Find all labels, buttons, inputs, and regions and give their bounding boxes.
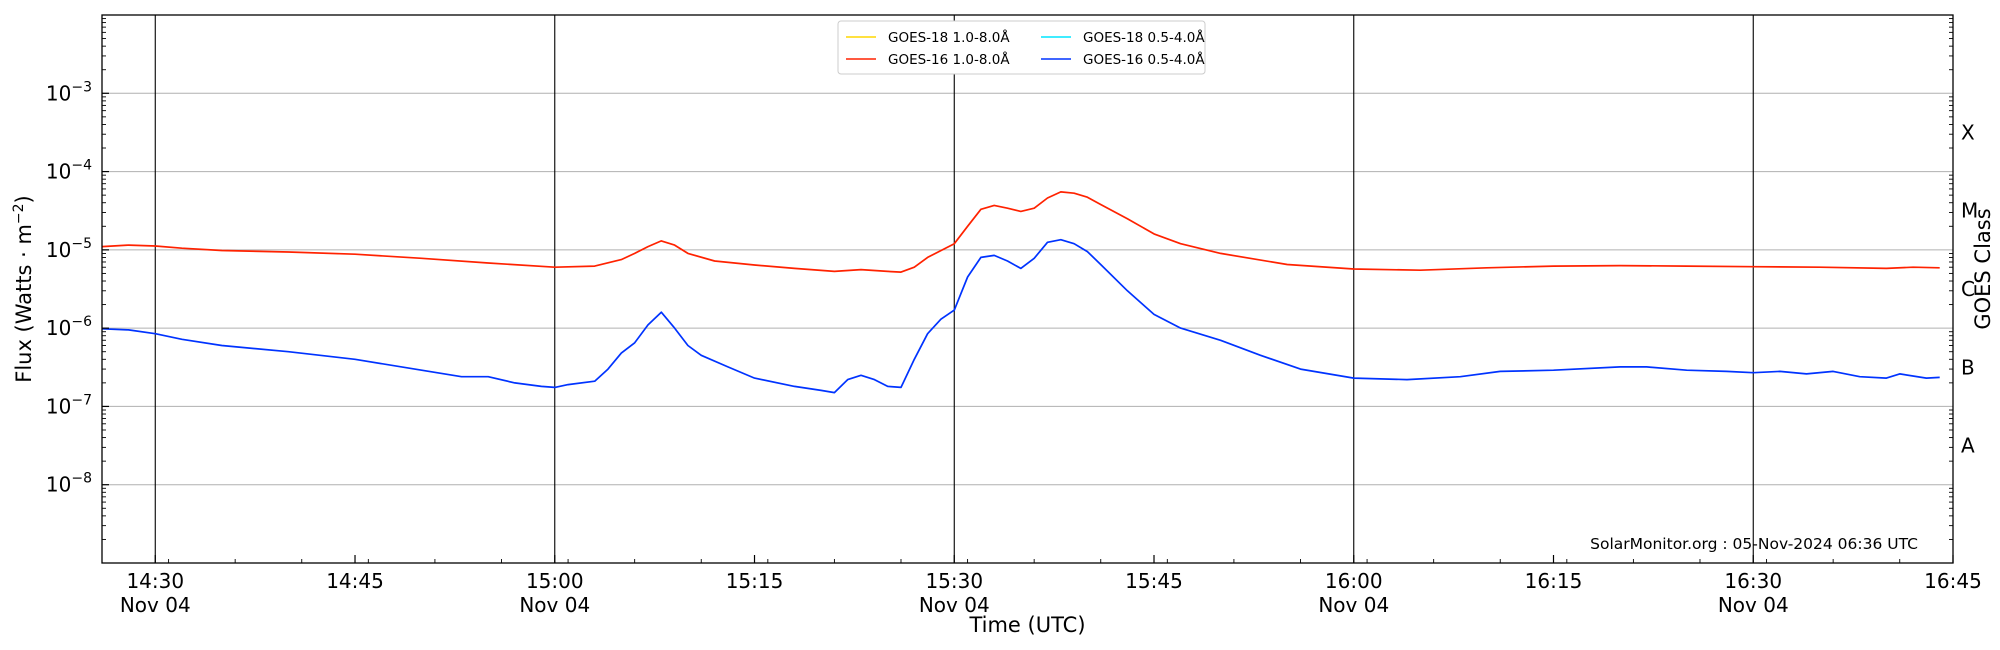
series-line-goes-16-0-5-4-0- [101, 238, 1940, 394]
x-tick-label: 14:45 [326, 569, 384, 593]
x-tick-date-label: Nov 04 [1318, 593, 1389, 617]
legend-label: GOES-18 0.5-4.0Å [1083, 29, 1205, 46]
goes-class-m: M [1961, 199, 1978, 223]
x-tick-label: 15:00 [526, 569, 584, 593]
y-tick-base: 10 [46, 238, 71, 262]
y-tick-exponent: −3 [71, 79, 92, 95]
x-tick-date-label: Nov 04 [1718, 593, 1789, 617]
grid-lines [102, 92, 1953, 486]
goes-class-b: B [1961, 355, 1975, 379]
chart-legend: GOES-18 1.0-8.0Å GOES-16 1.0-8.0Å GOES-18 … [837, 20, 1206, 75]
y-axis-title-main: Flux (Watts · m [12, 224, 36, 383]
y-tick-base: 10 [46, 316, 71, 340]
x-tick-label: 16:15 [1525, 569, 1583, 593]
y-axis-title-end: ) [12, 195, 36, 203]
y-axis-title-exponent: −2 [11, 203, 27, 224]
y-axis-ticks: 10−310−410−510−610−710−8 [46, 18, 1953, 540]
y-tick-label: 10−5 [46, 236, 92, 262]
x-tick-label: 15:15 [726, 569, 784, 593]
right-axis-title: GOES Class [1971, 208, 1995, 329]
y-tick-label: 10−4 [46, 158, 92, 184]
y-tick-base: 10 [46, 473, 71, 497]
y-tick-label: 10−6 [46, 314, 92, 340]
x-tick-label: 16:45 [1924, 569, 1982, 593]
x-tick-label: 15:30 [925, 569, 983, 593]
y-tick-base: 10 [46, 81, 71, 105]
y-tick-base: 10 [46, 160, 71, 184]
series-line-goes-16-1-0-8-0- [101, 191, 1940, 273]
goes-class-c: C [1961, 277, 1975, 301]
plot-frame [101, 14, 1954, 564]
x-tick-label: 14:30 [126, 569, 184, 593]
x-tick-date-label: Nov 04 [519, 593, 590, 617]
y-tick-label: 10−8 [46, 471, 92, 497]
goes-class-a: A [1961, 434, 1975, 458]
x-tick-date-label: Nov 04 [120, 593, 191, 617]
data-series [101, 191, 1940, 394]
x-tick-date-label: Nov 04 [919, 593, 990, 617]
x-tick-label: 15:45 [1125, 569, 1183, 593]
legend-label: GOES-18 1.0-8.0Å [888, 29, 1010, 46]
y-tick-exponent: −5 [71, 236, 92, 252]
x-tick-label: 16:30 [1724, 569, 1782, 593]
chart-credit-annotation: SolarMonitor.org : 05-Nov-2024 06:36 UTC [1590, 535, 1918, 553]
x-tick-label: 16:00 [1325, 569, 1383, 593]
legend-label: GOES-16 0.5-4.0Å [1083, 51, 1205, 68]
y-axis-title: Flux (Watts · m−2) [11, 195, 36, 383]
goes-class-x: X [1961, 120, 1975, 144]
y-tick-exponent: −6 [71, 314, 92, 330]
y-tick-exponent: −8 [71, 471, 92, 487]
y-tick-label: 10−3 [46, 79, 92, 105]
y-tick-label: 10−7 [46, 392, 92, 418]
y-tick-exponent: −7 [71, 392, 92, 408]
day-marker-lines [154, 15, 1754, 563]
legend-box [837, 20, 1206, 75]
y-tick-base: 10 [46, 394, 71, 418]
goes-class-labels: X M C B A [1961, 120, 1978, 457]
legend-label: GOES-16 1.0-8.0Å [888, 51, 1010, 68]
x-axis-title: Time (UTC) [968, 613, 1085, 637]
y-tick-exponent: −4 [71, 158, 92, 174]
